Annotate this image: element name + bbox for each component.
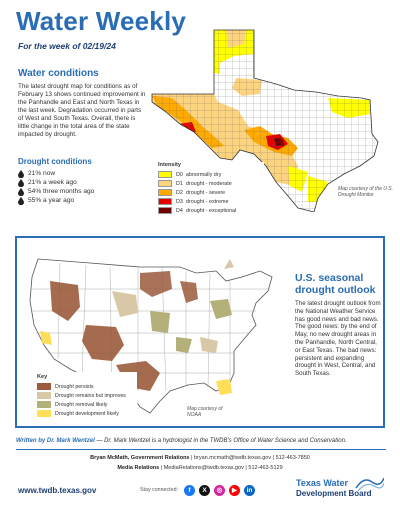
instagram-icon[interactable]: ◎: [214, 484, 225, 496]
water-conditions-body: The latest drought map for conditions as…: [18, 83, 146, 138]
water-drop-icon: [18, 196, 24, 205]
legend-title: Intensity: [158, 162, 182, 168]
legend-item: D2 drought - severe: [158, 188, 264, 197]
website-link[interactable]: www.twdb.texas.gov: [18, 486, 97, 495]
drought-conditions-list: 21% now 21% a week ago 54% three months …: [18, 169, 94, 205]
footer-divider: [16, 449, 386, 450]
water-drop-icon: [18, 169, 24, 178]
water-drop-icon: [18, 187, 24, 196]
legend-swatch: [158, 207, 172, 214]
wave-logo-icon: [355, 477, 384, 492]
list-item: 21% a week ago: [18, 178, 94, 187]
legend-swatch: [37, 383, 51, 390]
author-line: Written by Dr. Mark Wentzel — Dr. Mark W…: [16, 438, 347, 444]
legend-swatch: [37, 392, 51, 399]
week-subtitle: For the week of 02/19/24: [18, 41, 116, 51]
legend-item: D3 drought - extreme: [158, 197, 264, 206]
logo-line-2: Development Board: [296, 489, 372, 498]
legend-item: D4 drought - exceptional: [158, 206, 264, 215]
youtube-icon[interactable]: ▶: [229, 484, 240, 496]
seasonal-outlook-body: The latest drought outlook from the Nati…: [295, 300, 381, 378]
contact-line-media: Media Relations | MediaRelations@twdb.te…: [117, 465, 283, 471]
stay-connected-label: Stay connected:: [140, 487, 178, 493]
social-links: Stay connected: f X ◎ ▶ in: [140, 483, 259, 497]
legend-item: Drought persists: [37, 382, 135, 391]
author-note: — Dr. Mark Wentzel is a hydrologist in t…: [94, 438, 347, 444]
linkedin-icon[interactable]: in: [244, 484, 255, 496]
water-drop-icon: [18, 178, 24, 187]
facebook-icon[interactable]: f: [184, 484, 195, 496]
legend-item: Drought development likely: [37, 409, 135, 418]
logo-line-1: Texas Water: [296, 478, 349, 488]
drought-conditions-heading: Drought conditions: [18, 157, 92, 166]
legend-swatch: [158, 171, 172, 178]
x-icon[interactable]: X: [199, 484, 210, 496]
legend-item: D0 abnormally dry: [158, 170, 264, 179]
legend-title: Key: [37, 374, 48, 380]
us-map-legend: Key Drought persists Drought remains but…: [35, 372, 137, 420]
seasonal-outlook-panel: U.S. seasonal drought outlook The latest…: [15, 236, 385, 428]
seasonal-outlook-heading: U.S. seasonal drought outlook: [295, 272, 376, 296]
page-title: Water Weekly: [16, 6, 187, 36]
list-item: 21% now: [18, 169, 94, 178]
list-item: 54% three months ago: [18, 187, 94, 196]
legend-swatch: [158, 189, 172, 196]
texas-map-legend: Intensity D0 abnormally dry D1 drought -…: [158, 162, 264, 215]
water-conditions-heading: Water conditions: [18, 68, 99, 79]
legend-item: Drought remains but improves: [37, 391, 135, 400]
legend-swatch: [158, 198, 172, 205]
author-label: Written by Dr. Mark Wentzel: [16, 438, 95, 444]
texas-drought-map: [151, 29, 379, 212]
legend-swatch: [37, 401, 51, 408]
contact-line-government: Bryan McMath, Government Relations | bry…: [90, 455, 310, 461]
legend-item: Drought removal likely: [37, 400, 135, 409]
legend-item: D1 drought - moderate: [158, 179, 264, 188]
legend-swatch: [158, 180, 172, 187]
texas-map-credit: Map courtesy of the U.S. Drought Monitor: [338, 186, 394, 198]
us-map-credit: Map courtesy of NOAA: [187, 406, 223, 418]
twdb-logo: Texas Water Development Board: [296, 476, 386, 504]
list-item: 55% a year ago: [18, 196, 94, 205]
legend-swatch: [37, 410, 51, 417]
